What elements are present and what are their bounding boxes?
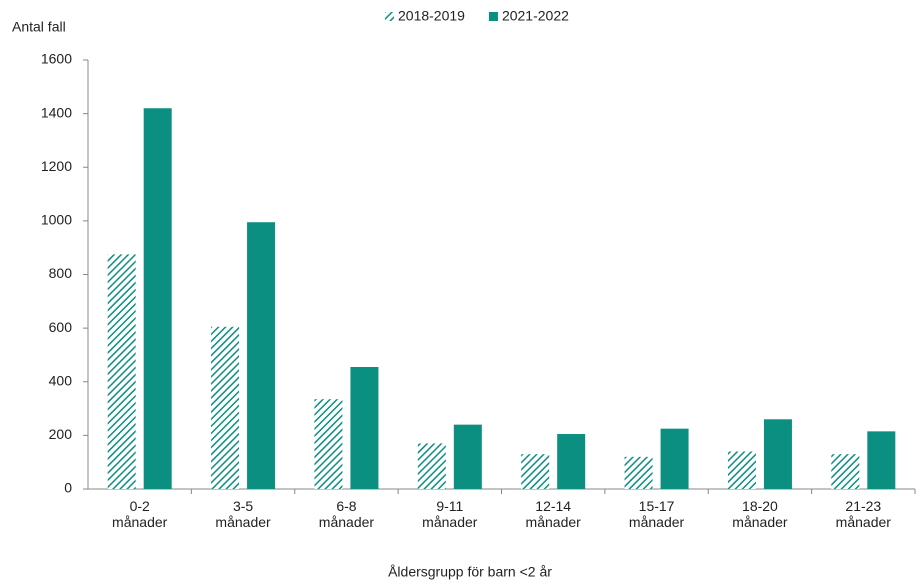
x-tick-label: 12-14 månader [525,498,581,530]
y-tick-label: 1200 [41,158,72,174]
x-tick-label: 3-5 månader [215,498,271,530]
legend-label: 2021-2022 [502,8,569,24]
bar [453,424,482,489]
bar [624,456,653,489]
bar [143,108,172,489]
x-axis-label: Åldersgrupp för barn <2 år [388,564,552,580]
bar [247,222,276,489]
bar [521,454,550,489]
bar [557,434,586,489]
x-tick-label: 21-23 månader [835,498,891,530]
bar [107,254,136,489]
bar [417,443,446,489]
legend-swatch [488,12,498,21]
legend-swatch [385,12,394,21]
bar [727,451,756,489]
y-axis-label: Antal fall [12,19,66,35]
bar [350,367,379,489]
y-tick-label: 1400 [41,104,72,120]
bar [314,399,343,489]
y-tick-label: 1000 [41,212,72,228]
legend-label: 2018-2019 [398,8,465,24]
bar [211,326,240,489]
x-tick-label: 18-20 månader [732,498,788,530]
x-tick-label: 0-2 månader [112,498,168,530]
y-tick-label: 800 [49,265,73,281]
bar [660,428,689,489]
x-tick-label: 15-17 månader [628,498,685,530]
bar [763,419,792,489]
bar [831,454,860,489]
x-tick-label: 9-11 månader [422,498,478,530]
y-tick-label: 1600 [41,51,72,67]
bar [867,431,896,489]
y-tick-label: 400 [49,372,73,388]
y-tick-label: 0 [64,480,72,496]
x-tick-label: 6-8 månader [318,498,375,530]
y-tick-label: 200 [49,426,73,442]
y-tick-label: 600 [49,319,73,335]
